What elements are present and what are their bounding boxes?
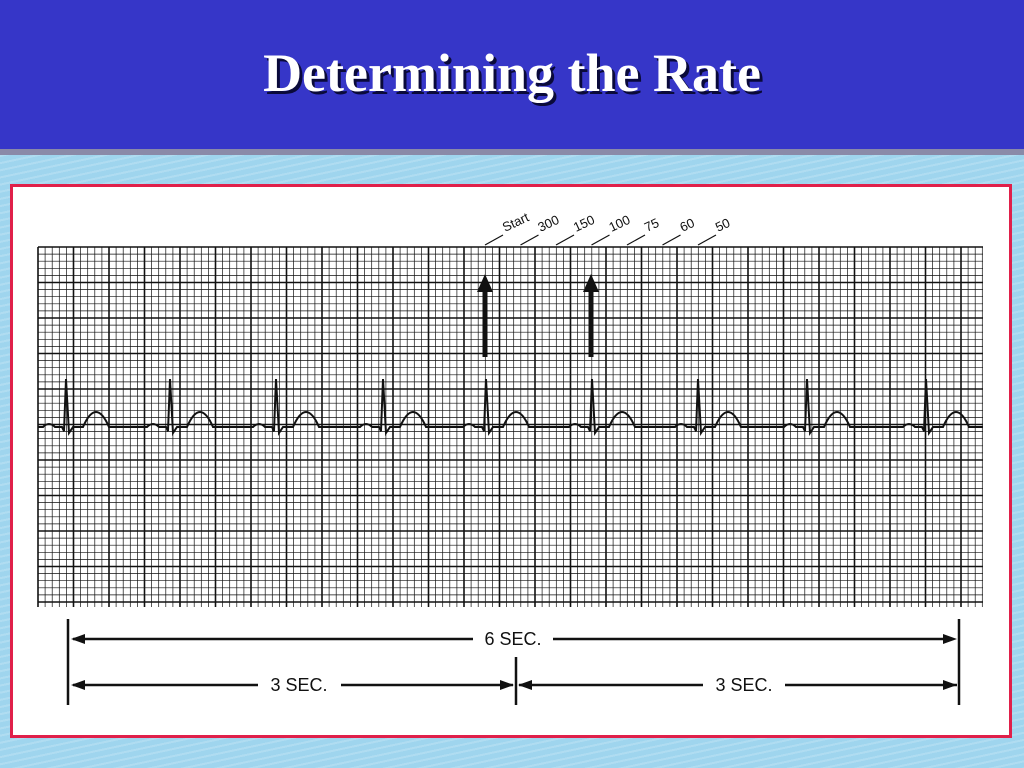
scale-tick bbox=[520, 234, 539, 246]
rate-arrow-head bbox=[583, 274, 599, 292]
scale-tick bbox=[662, 234, 681, 246]
scale-label-60: 60 bbox=[677, 215, 696, 235]
scale-tick bbox=[555, 234, 575, 246]
ecg-grid bbox=[37, 246, 983, 607]
three-sec-label-left: 3 SEC. bbox=[270, 675, 327, 695]
scale-label-300: 300 bbox=[535, 212, 561, 235]
ecg-panel: Start 300 150 100 75 60 50 6 SEC. 3 SEC. 3 SEC… bbox=[10, 184, 1012, 738]
scale-label-75: 75 bbox=[642, 215, 661, 235]
scale-tick bbox=[697, 234, 717, 246]
scale-label-50: 50 bbox=[713, 215, 732, 235]
scale-label-100: 100 bbox=[606, 212, 632, 235]
duration-3sec-left: 3 SEC. bbox=[71, 675, 514, 695]
page-title: Determining the Rate bbox=[263, 43, 761, 103]
scale-label-150: 150 bbox=[571, 212, 597, 235]
ecg-trace bbox=[38, 378, 983, 437]
ecg-waveform bbox=[38, 378, 983, 437]
rate-arrows bbox=[477, 274, 599, 357]
scale-tick bbox=[591, 234, 610, 246]
ecg-figure: Start 300 150 100 75 60 50 6 SEC. 3 SEC. 3 SEC… bbox=[37, 209, 983, 705]
scale-label-start: Start bbox=[500, 209, 532, 234]
rate-arrow-head bbox=[477, 274, 493, 292]
three-sec-label-right: 3 SEC. bbox=[715, 675, 772, 695]
scale-tick bbox=[626, 234, 646, 246]
six-sec-label: 6 SEC. bbox=[484, 629, 541, 649]
rate-scale: Start 300 150 100 75 60 50 bbox=[484, 209, 732, 246]
duration-3sec-right: 3 SEC. bbox=[518, 675, 957, 695]
header-bar: Determining the Rate bbox=[0, 0, 1024, 155]
scale-tick bbox=[484, 234, 504, 246]
duration-6sec: 6 SEC. bbox=[66, 619, 961, 705]
